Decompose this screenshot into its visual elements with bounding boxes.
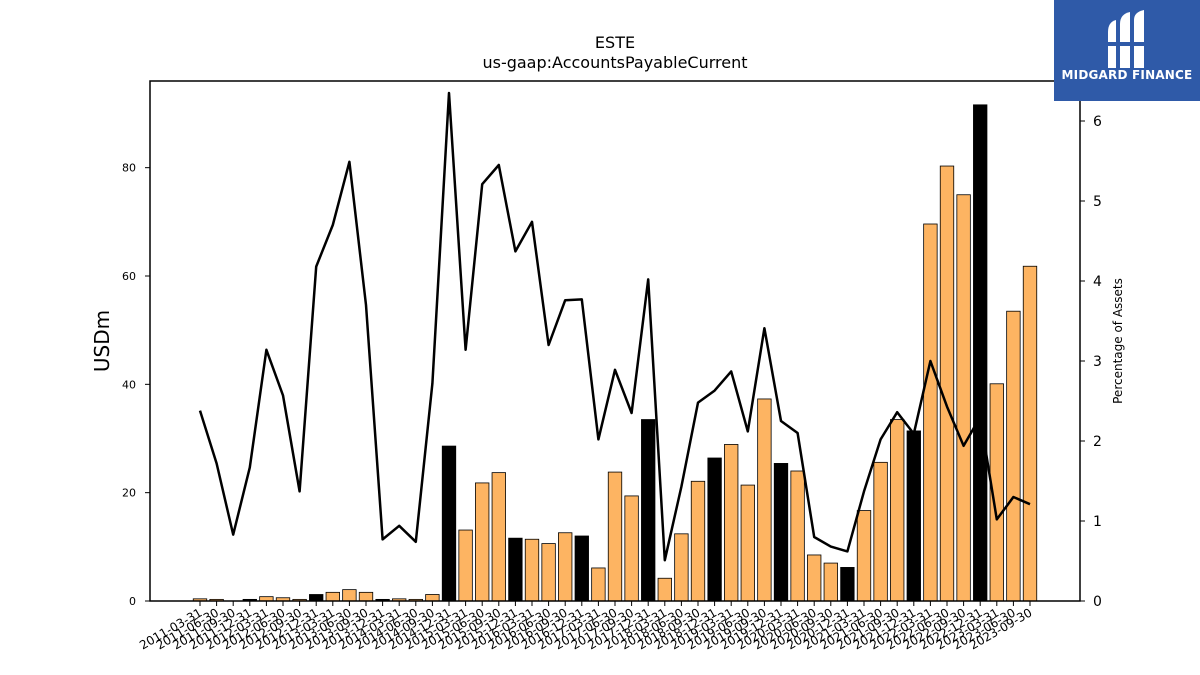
chart-title: ESTE [595, 33, 635, 52]
y2-tick-label: 1 [1093, 514, 1102, 530]
bar-2013-09-30 [358, 591, 374, 602]
y2-tick-label: 2 [1093, 434, 1102, 450]
y2-tick-label: 0 [1093, 594, 1102, 610]
bar-2013-03-31 [325, 591, 340, 602]
bar-2018-12-31 [707, 457, 722, 602]
bar-2014-09-30 [425, 594, 440, 602]
brand-name: MIDGARD FINANCE [1061, 68, 1193, 82]
logo-mark-icon [1108, 10, 1144, 68]
bar-2017-03-31 [591, 567, 606, 602]
line-series [198, 91, 1031, 562]
bar-2013-06-30 [342, 589, 357, 602]
bar-2023-09-30 [1022, 265, 1038, 602]
y-tick-label: 20 [122, 487, 136, 500]
bar-2022-03-31 [923, 223, 938, 602]
y-axis-right: 0 1 2 3 4 5 6 [1080, 114, 1102, 610]
bar-2022-06-30 [939, 165, 955, 602]
bar-2015-06-30 [475, 482, 490, 602]
bar-2021-03-31 [856, 510, 872, 602]
bar-2018-09-30 [690, 480, 706, 602]
y2-tick-label: 5 [1093, 194, 1102, 210]
bar-2019-09-30 [757, 398, 772, 602]
bar-2016-03-31 [524, 538, 540, 602]
y-tick-label: 60 [122, 270, 136, 283]
bar-2020-09-30 [823, 562, 838, 602]
bar-2018-06-30 [674, 533, 689, 602]
bar-2023-06-30 [1006, 310, 1021, 602]
x-axis: 2011-03-312011-06-302011-09-302011-12-31… [137, 601, 1035, 652]
y2-tick-label: 3 [1093, 354, 1102, 370]
bar-2019-12-31 [773, 463, 789, 602]
bar-2017-09-30 [624, 495, 639, 602]
bar-2012-12-31 [309, 594, 324, 602]
bar-2019-03-31 [724, 444, 739, 602]
y2-tick-label: 4 [1093, 274, 1102, 290]
bar-2016-09-30 [558, 532, 573, 602]
brand-logo: MIDGARD FINANCE [1054, 0, 1200, 101]
bar-2015-03-31 [458, 529, 473, 602]
bar-2021-09-30 [890, 419, 905, 602]
bar-2018-03-31 [657, 577, 672, 602]
bar-2019-06-30 [740, 484, 755, 602]
bar-2015-12-31 [508, 537, 523, 602]
percentage-line [198, 91, 1031, 562]
bar-2021-06-30 [873, 461, 888, 602]
bar-2022-09-30 [956, 194, 971, 602]
bar-2017-06-30 [607, 471, 623, 602]
y-tick-label: 0 [129, 595, 136, 608]
bar-2022-12-31 [973, 104, 988, 602]
chart-subtitle: us-gaap:AccountsPayableCurrent [482, 53, 747, 72]
bar-2020-06-30 [807, 554, 822, 602]
y-tick-label: 40 [122, 378, 136, 391]
bar-2020-12-31 [840, 567, 855, 602]
bar-2016-06-30 [541, 543, 556, 602]
bar-2014-12-31 [441, 445, 457, 602]
bar-series [192, 104, 1038, 602]
y-axis-label: USDm [90, 310, 114, 372]
bar-2020-03-31 [790, 470, 805, 602]
y2-axis-label: Percentage of Assets [1111, 278, 1125, 404]
y-axis-left: 0 20 40 60 80 [122, 162, 150, 608]
bar-2017-12-31 [641, 419, 656, 602]
bar-2015-09-30 [491, 472, 506, 602]
bar-2021-12-31 [906, 430, 921, 602]
y2-tick-label: 6 [1093, 114, 1102, 130]
y-tick-label: 80 [122, 162, 136, 175]
bar-2016-12-31 [574, 535, 589, 602]
